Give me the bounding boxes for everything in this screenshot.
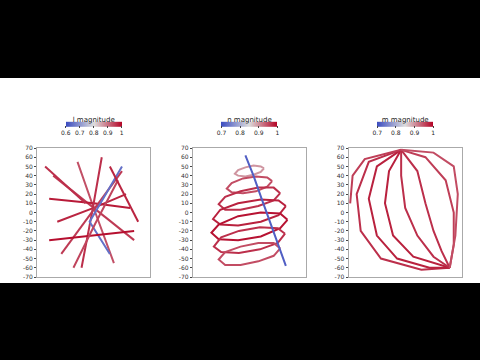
svg-text:0: 0 [341, 209, 345, 216]
svg-text:40: 40 [181, 172, 189, 179]
svg-text:0.9: 0.9 [410, 129, 420, 136]
svg-text:-60: -60 [23, 264, 33, 271]
svg-text:0.9: 0.9 [103, 129, 113, 136]
svg-text:-40: -40 [179, 245, 189, 252]
svg-text:-40: -40 [335, 245, 345, 252]
svg-text:-30: -30 [335, 236, 345, 243]
svg-text:m magnitude: m magnitude [382, 116, 429, 124]
svg-text:-20: -20 [179, 227, 189, 234]
svg-text:50: 50 [25, 163, 33, 170]
svg-text:60: 60 [25, 153, 33, 160]
svg-text:10: 10 [337, 199, 345, 206]
svg-text:-50: -50 [335, 255, 345, 262]
svg-text:50: 50 [337, 163, 345, 170]
svg-text:0.6: 0.6 [61, 129, 71, 136]
svg-text:-10: -10 [23, 218, 33, 225]
svg-text:-20: -20 [23, 227, 33, 234]
svg-text:-70: -70 [335, 273, 345, 280]
svg-text:0.7: 0.7 [75, 129, 85, 136]
svg-text:n magnitude: n magnitude [227, 116, 272, 124]
svg-text:-60: -60 [179, 264, 189, 271]
svg-text:-30: -30 [179, 236, 189, 243]
svg-text:-50: -50 [23, 255, 33, 262]
svg-text:0.7: 0.7 [217, 129, 227, 136]
svg-text:0: 0 [185, 209, 189, 216]
svg-text:-60: -60 [335, 264, 345, 271]
svg-text:60: 60 [337, 153, 345, 160]
svg-text:0.8: 0.8 [89, 129, 99, 136]
svg-text:-40: -40 [23, 245, 33, 252]
svg-text:50: 50 [181, 163, 189, 170]
svg-text:70: 70 [337, 144, 345, 151]
svg-text:-70: -70 [179, 273, 189, 280]
svg-text:20: 20 [25, 190, 33, 197]
svg-text:l magnitude: l magnitude [73, 116, 115, 124]
svg-text:60: 60 [181, 153, 189, 160]
svg-text:0: 0 [29, 209, 33, 216]
svg-text:40: 40 [337, 172, 345, 179]
svg-text:40: 40 [25, 172, 33, 179]
svg-text:1: 1 [120, 129, 124, 136]
svg-text:10: 10 [181, 199, 189, 206]
svg-text:30: 30 [25, 181, 33, 188]
svg-text:30: 30 [181, 181, 189, 188]
svg-text:10: 10 [25, 199, 33, 206]
svg-text:-20: -20 [335, 227, 345, 234]
svg-text:1: 1 [276, 129, 280, 136]
svg-text:0.7: 0.7 [372, 129, 382, 136]
svg-text:70: 70 [181, 144, 189, 151]
svg-text:-50: -50 [179, 255, 189, 262]
svg-text:-10: -10 [335, 218, 345, 225]
svg-text:-30: -30 [23, 236, 33, 243]
svg-text:70: 70 [25, 144, 33, 151]
svg-text:-70: -70 [23, 273, 33, 280]
svg-text:0.8: 0.8 [391, 129, 401, 136]
svg-text:20: 20 [337, 190, 345, 197]
svg-text:20: 20 [181, 190, 189, 197]
svg-text:-10: -10 [179, 218, 189, 225]
svg-text:0.9: 0.9 [254, 129, 264, 136]
svg-text:30: 30 [337, 181, 345, 188]
svg-text:0.8: 0.8 [235, 129, 245, 136]
svg-text:1: 1 [431, 129, 435, 136]
